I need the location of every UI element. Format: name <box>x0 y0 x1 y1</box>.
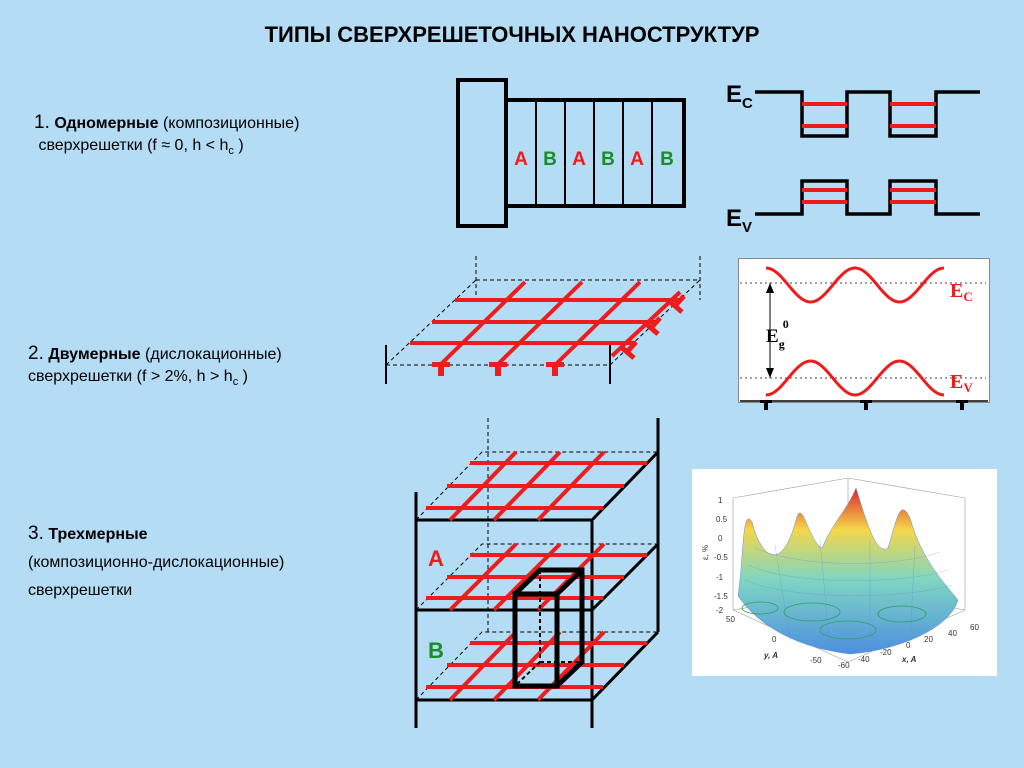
nanowire-1d <box>456 78 686 228</box>
layer-5: A <box>630 149 644 170</box>
panel-ec-label: EC <box>950 280 973 304</box>
y-tick-2: 0 <box>772 635 777 644</box>
item-2-kind: (дислокационные) <box>145 346 282 363</box>
z-tick-1: 1 <box>718 496 723 505</box>
surface-plot <box>732 477 966 663</box>
layer-1: A <box>514 149 528 170</box>
z-tick-2: 0.5 <box>716 515 728 524</box>
z-axis-label: ε, % <box>701 545 710 560</box>
z-tick-4: -0.5 <box>714 553 728 562</box>
item-1-name: Одномерные <box>54 115 159 132</box>
layer-3: A <box>572 149 586 170</box>
z-tick-6: -1.5 <box>714 592 728 601</box>
item-1-text: 1. Одномерные (композиционные) сверхреше… <box>34 112 299 162</box>
x-tick-2: -40 <box>858 655 870 664</box>
label-a: A <box>428 546 444 571</box>
layer-2: B <box>543 149 557 170</box>
x-tick-1: -60 <box>838 661 850 670</box>
panel-ev-label: EV <box>950 371 973 395</box>
item-2-close: ) <box>238 368 248 385</box>
quantum-box <box>512 567 585 689</box>
item-1-line2: сверхрешетки (f ≈ 0, h < h <box>38 137 229 154</box>
item-3-kind: (композиционно-дислокационные) <box>28 554 285 571</box>
y-tick-1: 50 <box>726 615 735 624</box>
x-tick-5: 20 <box>924 635 933 644</box>
y-tick-3: -50 <box>810 656 822 665</box>
item-1-number: 1. <box>34 112 50 133</box>
surface-shape <box>737 487 959 655</box>
panel-eg-label: Eg0 <box>766 317 789 351</box>
item-1-sub: c <box>228 145 234 158</box>
item-3-name: Трехмерные <box>48 526 148 543</box>
ev-wave <box>765 359 945 397</box>
ev-label: EV <box>726 205 752 236</box>
item-2-name: Двумерные <box>48 346 141 363</box>
superlattice-3d <box>414 418 660 728</box>
substrate-block <box>456 78 508 228</box>
layer-6: B <box>660 149 674 170</box>
band-panel <box>738 258 990 403</box>
band-diagram-1d <box>755 90 980 216</box>
surface-plot-axes: 1 0.5 0 -0.5 -1 -1.5 -2 ε, % 50 0 -50 y,… <box>701 496 979 670</box>
x-tick-6: 40 <box>948 629 957 638</box>
y-axis-label: y, A <box>763 651 778 660</box>
ec-wave <box>765 266 945 304</box>
item-2-sub: c <box>232 376 239 389</box>
item-2-number: 2. <box>28 343 44 364</box>
item-3-line2: сверхрешетки <box>28 582 133 599</box>
item-2-line2: сверхрешетки (f > 2%, h > h <box>28 368 233 385</box>
x-tick-3: -20 <box>880 648 892 657</box>
label-b: B <box>428 638 444 663</box>
item-3-text: 3. Трехмерные (композиционно-дислокацион… <box>28 520 284 605</box>
item-2-text: 2. Двумерные (дислокационные) сверхрешет… <box>28 343 282 393</box>
dislocation-network-2d <box>385 256 701 384</box>
x-tick-7: 60 <box>970 623 979 632</box>
layer-4: B <box>601 149 615 170</box>
z-tick-3: 0 <box>718 534 723 543</box>
ec-label: EC <box>726 81 753 112</box>
page-title: ТИПЫ СВЕРХРЕШЕТОЧНЫХ НАНОСТРУКТУР <box>264 22 760 47</box>
item-1-kind: (композиционные) <box>162 115 300 132</box>
z-tick-7: -2 <box>716 606 724 615</box>
band-panel-diagram <box>740 266 988 410</box>
item-3-number: 3. <box>28 523 44 544</box>
z-tick-5: -1 <box>716 573 724 582</box>
item-1-close: ) <box>233 137 244 154</box>
x-axis-label: x, A <box>901 655 917 664</box>
x-tick-4: 0 <box>906 641 911 650</box>
